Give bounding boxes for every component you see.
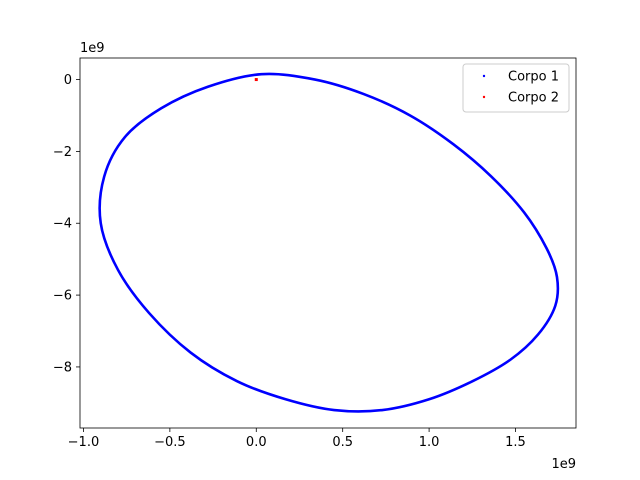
x-tick-label: −1.0 xyxy=(68,435,100,450)
series-1 xyxy=(98,72,560,413)
data-point xyxy=(452,143,455,146)
series-layer xyxy=(98,72,560,413)
data-point xyxy=(99,222,102,225)
x-axis-ticks: −1.0 −0.5 0.0 0.5 1.0 1.5 xyxy=(68,428,526,450)
data-point xyxy=(523,211,526,214)
data-point xyxy=(409,114,411,117)
legend-label-corpo-2: Corpo 2 xyxy=(508,91,559,106)
legend-marker-corpo-2 xyxy=(482,95,486,99)
data-point xyxy=(362,93,365,95)
data-point xyxy=(333,409,335,411)
x-tick-label: 0.5 xyxy=(332,435,353,450)
y-tick-label: −6 xyxy=(53,289,72,304)
x-tick-label: 0.0 xyxy=(246,435,267,450)
data-point xyxy=(509,358,512,361)
data-point xyxy=(260,73,263,76)
data-point xyxy=(103,175,106,178)
legend-entries: Corpo 1 Corpo 2 xyxy=(482,70,559,106)
legend: Corpo 1 Corpo 2 xyxy=(462,63,570,113)
data-point xyxy=(381,409,384,411)
y-tick-label: −2 xyxy=(53,145,72,160)
data-point xyxy=(206,85,209,88)
data-point xyxy=(428,398,431,401)
series-2 xyxy=(254,78,258,82)
x-tick-label: 1.5 xyxy=(505,435,526,450)
plot-area xyxy=(79,57,577,429)
axes-frame xyxy=(79,57,577,429)
legend-marker-corpo-1 xyxy=(482,74,486,78)
x-tick-label: 1.0 xyxy=(419,435,440,450)
data-point xyxy=(556,276,558,279)
y-tick-label: −8 xyxy=(53,360,72,375)
legend-label-corpo-1: Corpo 1 xyxy=(508,70,559,85)
y-tick-label: −4 xyxy=(53,217,72,232)
data-point xyxy=(148,312,151,314)
legend-frame xyxy=(462,63,570,113)
data-point xyxy=(189,351,192,354)
y-tick-label: 0 xyxy=(64,73,72,88)
data-point xyxy=(117,269,119,271)
data-point xyxy=(124,136,126,138)
data-point xyxy=(537,333,539,336)
y-offset-label: 1e9 xyxy=(80,41,105,56)
data-point xyxy=(160,107,163,110)
data-point xyxy=(471,380,474,383)
data-point xyxy=(554,304,557,307)
data-point xyxy=(490,175,493,178)
x-offset-label: 1e9 xyxy=(551,457,576,472)
data-point xyxy=(545,247,548,250)
data-point xyxy=(284,398,287,401)
orbit-trace-corpo-1 xyxy=(98,72,560,413)
data-point-corpo-2 xyxy=(254,78,258,82)
y-axis-ticks: 0 −2 −4 −6 −8 xyxy=(53,73,80,375)
x-tick-label: −0.5 xyxy=(154,435,186,450)
data-point xyxy=(314,78,316,81)
data-point xyxy=(236,380,239,383)
